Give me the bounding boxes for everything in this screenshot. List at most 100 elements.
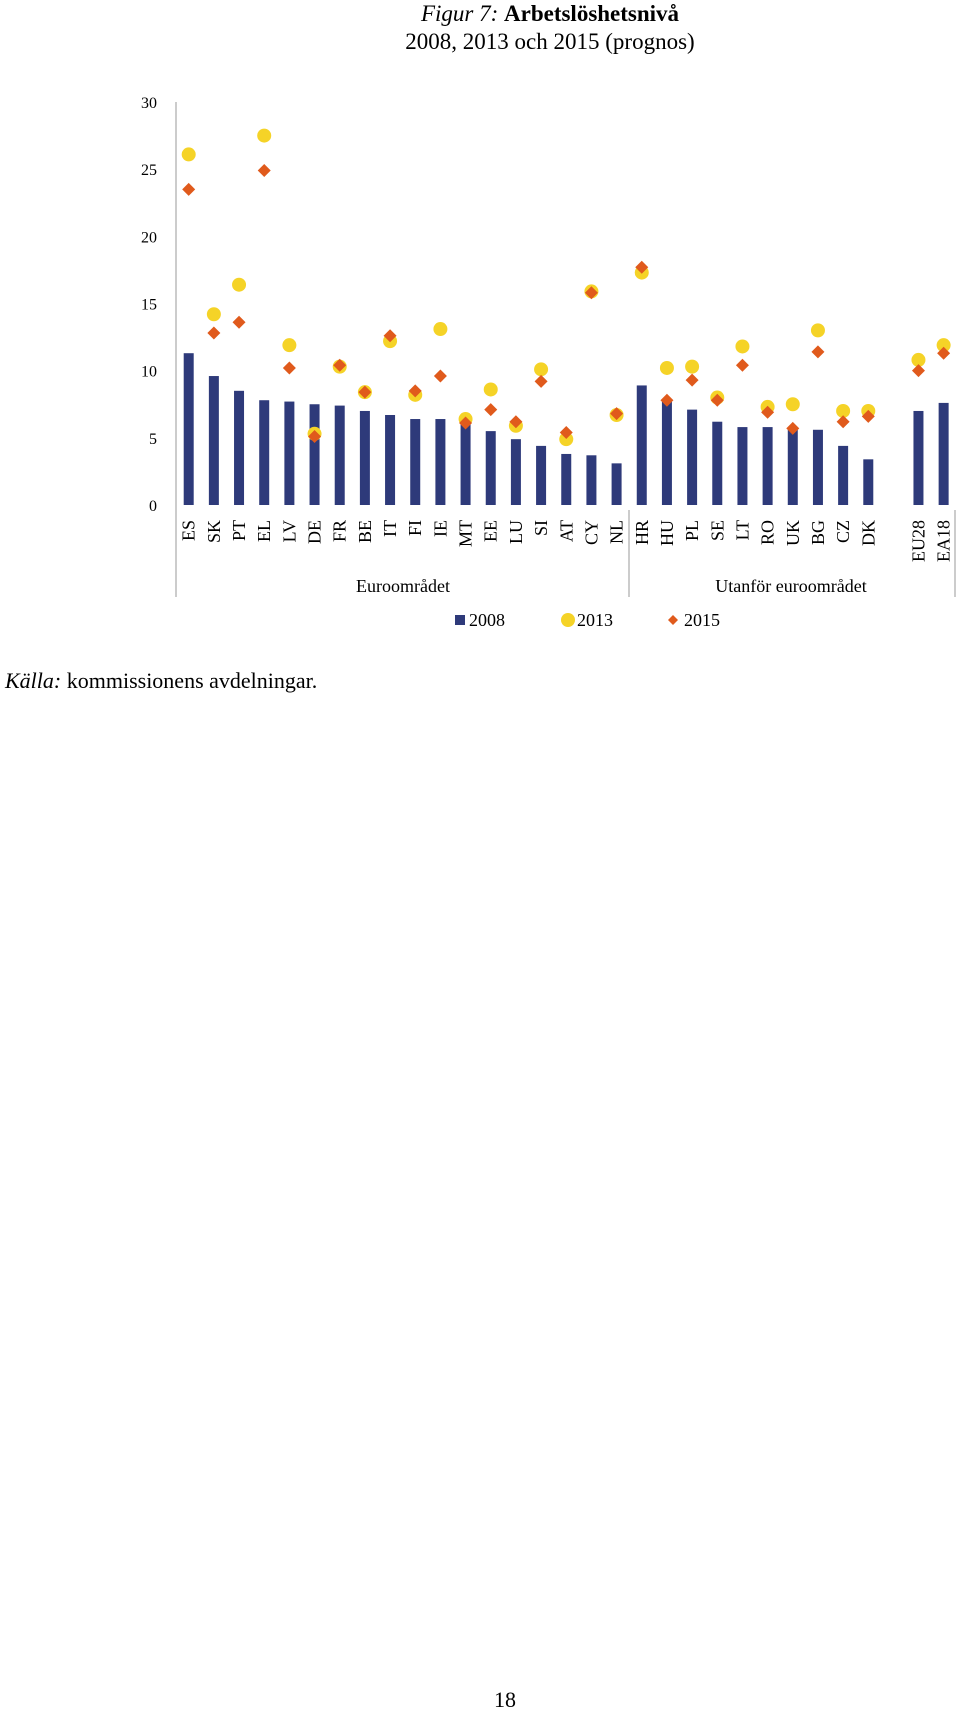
point-2013-pl: [685, 359, 700, 374]
point-2015-lv: [282, 361, 296, 375]
point-2015-bg: [811, 345, 825, 359]
bar-2008-nl: [611, 463, 622, 505]
bar-2008-es: [183, 353, 194, 505]
point-2015-es: [182, 182, 196, 196]
bar-2008-be: [359, 410, 370, 505]
point-2015-ro: [761, 405, 775, 419]
bar-2008-fr: [334, 405, 345, 505]
x-tick-label-nl: NL: [607, 520, 627, 544]
bar-2008-ea18: [938, 402, 949, 505]
x-tick-label-de: DE: [305, 520, 325, 544]
point-2013-hu: [659, 360, 674, 375]
point-2015-cz: [836, 415, 850, 429]
x-tick-label-pl: PL: [682, 520, 702, 541]
point-2013-sk: [206, 307, 221, 322]
bar-2008-se: [712, 421, 723, 505]
point-2015-pl: [685, 373, 699, 387]
bar-2008-uk: [787, 429, 798, 505]
x-tick-label-bg: BG: [808, 520, 828, 545]
bar-2008-lu: [510, 439, 521, 505]
point-2015-at: [559, 425, 573, 439]
unemployment-chart: 0 5 10 15 20 25 30 ES SK PT EL LV DE FR BE IT FI IE MT EE LU…: [141, 95, 956, 630]
figure-title: Figur 7: Arbetslöshetsnivå: [0, 0, 960, 27]
point-2015-ee: [484, 403, 498, 417]
x-tick-label-ea18: EA18: [934, 520, 954, 562]
point-2015-mt: [459, 416, 473, 430]
bar-2008-el: [259, 400, 270, 505]
group-label-euroomradet: Euroområdet: [356, 576, 450, 596]
figure-title-block: Figur 7: Arbetslöshetsnivå 2008, 2013 oc…: [0, 0, 960, 57]
bar-2008-it: [385, 414, 396, 505]
bar-2008-lv: [284, 401, 295, 505]
bar-2008-ie: [435, 419, 446, 505]
x-tick-label-at: AT: [556, 520, 576, 542]
bar-2008-hu: [661, 400, 672, 505]
point-2015-el: [257, 164, 271, 178]
x-tick-label-es: ES: [179, 520, 199, 541]
bar-2008-ro: [762, 427, 773, 505]
x-tick-label-sk: SK: [204, 520, 224, 543]
y-tick-label: 15: [141, 297, 157, 314]
figure-label: Figur 7:: [420, 1, 499, 26]
point-2015-sk: [207, 326, 221, 340]
y-tick-label: 0: [149, 498, 157, 515]
bar-2008-dk: [863, 459, 874, 505]
point-2015-eu28: [911, 364, 925, 378]
point-2013-ea18: [936, 338, 951, 353]
x-tick-label-dk: DK: [858, 520, 878, 546]
point-2015-dk: [861, 409, 875, 423]
point-2015-cy: [584, 286, 598, 300]
bar-2008-mt: [460, 424, 471, 505]
y-tick-label: 5: [149, 431, 157, 448]
source-label: Källa:: [5, 668, 62, 693]
bar-2008-pl: [687, 409, 698, 505]
bar-2008-cy: [586, 455, 597, 505]
point-2015-hu: [660, 393, 674, 407]
point-2015-uk: [786, 421, 800, 435]
legend-swatch-2015: [668, 615, 678, 625]
point-2013-eu28: [911, 352, 926, 367]
x-tick-label-ee: EE: [481, 520, 501, 542]
point-2013-at: [559, 432, 574, 447]
figure-subtitle: 2008, 2013 och 2015 (prognos): [405, 29, 695, 54]
point-2013-ee: [483, 382, 498, 397]
bar-2008-si: [536, 445, 547, 505]
figure-title-text: Arbetslöshetsnivå: [504, 1, 680, 26]
point-2015-lt: [735, 358, 749, 372]
bar-2008-eu28: [913, 410, 924, 505]
bar-2008-sk: [208, 376, 219, 505]
point-2015-ea18: [937, 346, 951, 360]
x-tick-label-fi: FI: [405, 520, 425, 536]
point-2015-se: [710, 393, 724, 407]
bar-2008-bg: [812, 429, 823, 505]
bar-2008-lt: [737, 427, 748, 505]
bar-2008-pt: [234, 390, 245, 505]
point-2013-ie: [433, 322, 448, 337]
x-tick-label-eu28: EU28: [908, 520, 928, 562]
x-tick-label-lu: LU: [506, 520, 526, 544]
bar-2008-hr: [636, 385, 647, 505]
point-2013-uk: [785, 397, 800, 412]
point-2013-pt: [232, 277, 247, 292]
legend-label-2013: 2013: [577, 610, 613, 630]
bar-2008-fi: [410, 419, 421, 505]
point-2015-pt: [232, 315, 246, 329]
legend-label-2015: 2015: [684, 610, 720, 630]
legend-label-2008: 2008: [469, 610, 505, 630]
bar-2008-de: [309, 404, 320, 505]
bar-2008-ee: [485, 431, 496, 505]
legend-swatch-2008: [455, 615, 465, 625]
x-tick-label-cz: CZ: [833, 520, 853, 543]
point-2015-be: [358, 385, 372, 399]
x-tick-label-hu: HU: [657, 520, 677, 546]
source-note: Källa: kommissionens avdelningar.: [5, 668, 317, 694]
x-tick-label-pt: PT: [229, 520, 249, 541]
x-tick-label-se: SE: [707, 520, 727, 541]
x-tick-label-lt: LT: [732, 520, 752, 540]
point-2013-si: [534, 362, 549, 377]
page-number: 18: [494, 1687, 516, 1712]
point-2015-si: [534, 374, 548, 388]
point-2013-es: [181, 147, 196, 162]
point-2015-lu: [509, 415, 523, 429]
point-2015-fi: [408, 384, 422, 398]
